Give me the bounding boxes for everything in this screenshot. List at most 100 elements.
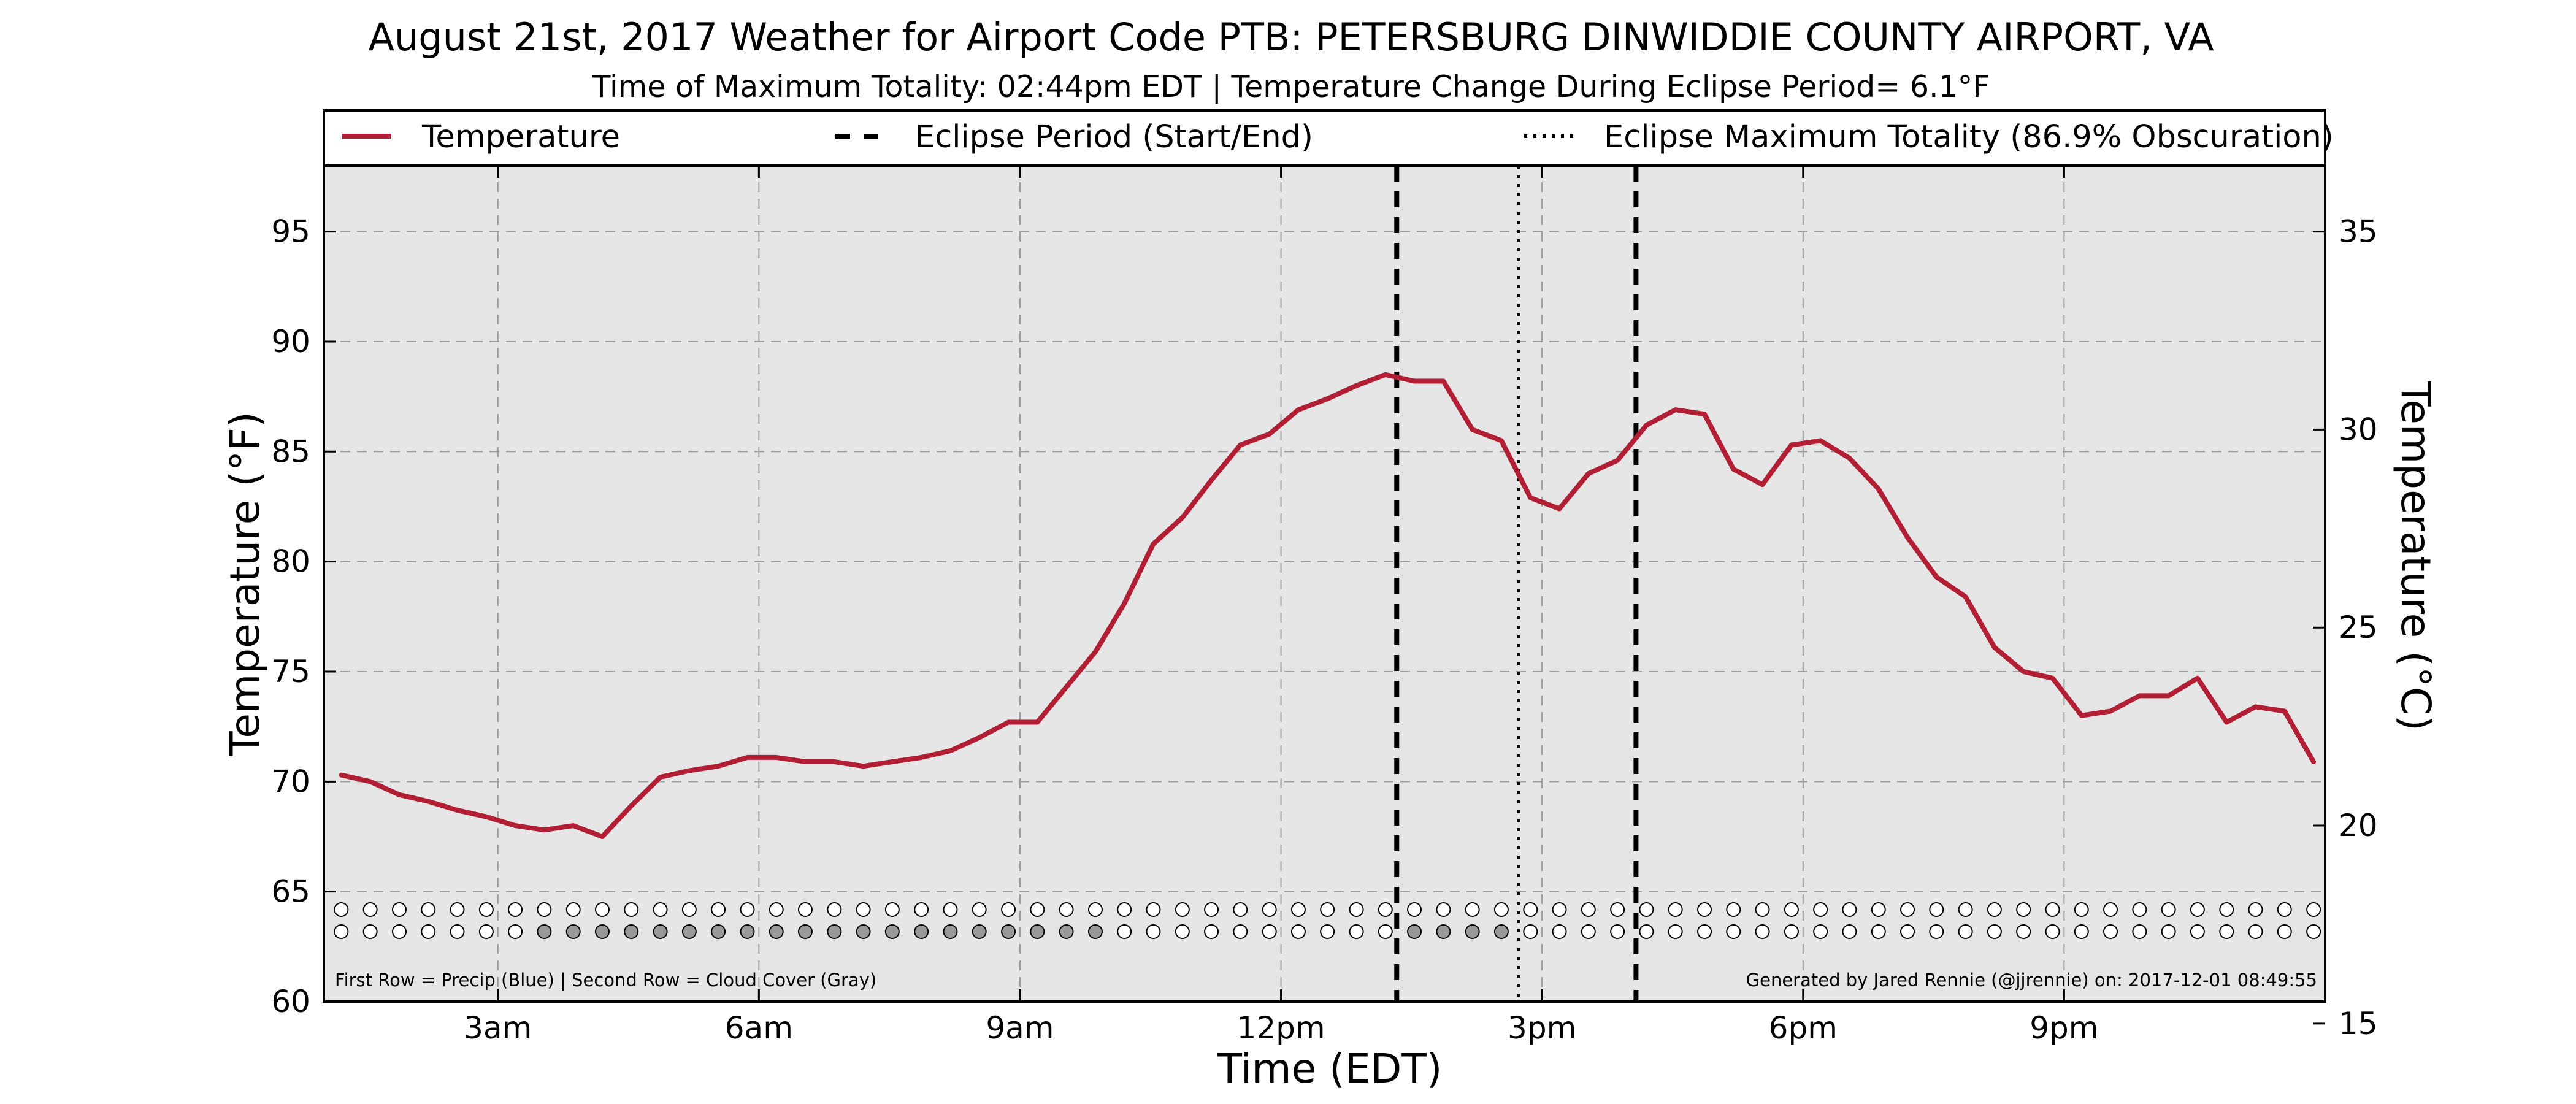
cloud-cover-dot	[653, 924, 668, 939]
precip-dot	[2219, 902, 2234, 917]
cloud-cover-dot	[1755, 924, 1770, 939]
chart-subtitle: Time of Maximum Totality: 02:44pm EDT | …	[592, 69, 1990, 104]
cloud-cover-dot	[1987, 924, 2002, 939]
cloud-cover-dot	[2277, 924, 2292, 939]
precip-dot	[943, 902, 958, 917]
precip-dot	[594, 902, 610, 917]
x-tick-label: 6pm	[1769, 1010, 1838, 1046]
footer-right-note: Generated by Jared Rennie (@jjrennie) on…	[1746, 970, 2317, 991]
cloud-cover-dot	[392, 924, 407, 939]
precip-dot	[681, 902, 697, 917]
precip-dot	[1204, 902, 1219, 917]
cloud-cover-dot	[1320, 924, 1335, 939]
y-tick-label-right: 20	[2339, 808, 2378, 843]
precip-dot	[1146, 902, 1161, 917]
precip-dot	[2306, 902, 2321, 917]
cloud-cover-dot	[1697, 924, 1712, 939]
cloud-cover-dot	[2074, 924, 2089, 939]
cloud-cover-dot	[334, 924, 349, 939]
precip-dot	[1813, 902, 1828, 917]
cloud-cover-dot	[1842, 924, 1857, 939]
plot-background	[324, 166, 2325, 1002]
precip-dot	[884, 902, 900, 917]
cloud-cover-dot	[1059, 924, 1074, 939]
precip-dot	[1290, 902, 1306, 917]
x-tick-label: 9pm	[2030, 1010, 2098, 1046]
cloud-cover-dot	[797, 924, 813, 939]
cloud-cover-dot	[565, 924, 581, 939]
precip-dot	[1407, 902, 1422, 917]
precip-dot	[797, 902, 813, 917]
cloud-cover-dot	[2103, 924, 2118, 939]
y-tick-label-right: 30	[2339, 412, 2378, 447]
precip-dot	[2190, 902, 2205, 917]
cloud-cover-dot	[478, 924, 494, 939]
precip-dot	[1175, 902, 1190, 917]
cloud-cover-dot	[2219, 924, 2234, 939]
precip-dot	[2132, 902, 2147, 917]
precip-dot	[1523, 902, 1538, 917]
precip-dot	[1001, 902, 1016, 917]
precip-dot	[2161, 902, 2176, 917]
precip-dot	[2277, 902, 2292, 917]
cloud-cover-dot	[1552, 924, 1567, 939]
precip-cloud-dot-rows	[334, 902, 2321, 939]
cloud-cover-dot	[1929, 924, 1944, 939]
precip-dot	[1581, 902, 1596, 917]
precip-dot	[1117, 902, 1132, 917]
precip-dot	[1987, 902, 2002, 917]
cloud-cover-dot	[914, 924, 929, 939]
cloud-cover-dot	[2045, 924, 2060, 939]
cloud-cover-dot	[594, 924, 610, 939]
y-tick-label-right: 25	[2339, 610, 2378, 645]
precip-dot	[1349, 902, 1364, 917]
precip-dot	[2045, 902, 2060, 917]
cloud-cover-dot	[1349, 924, 1364, 939]
x-tick-label: 3am	[464, 1010, 532, 1046]
cloud-cover-dot	[1581, 924, 1596, 939]
y-tick-label-right: 35	[2339, 214, 2378, 250]
cloud-cover-dot	[1726, 924, 1741, 939]
precip-dot	[537, 902, 552, 917]
precip-dot	[769, 902, 784, 917]
cloud-cover-dot	[1001, 924, 1016, 939]
cloud-cover-dot	[740, 924, 755, 939]
y-tick-label-left: 60	[271, 984, 310, 1019]
precip-dot	[1871, 902, 1886, 917]
cloud-cover-dot	[508, 924, 523, 939]
cloud-cover-dot	[362, 924, 378, 939]
cloud-cover-dot	[624, 924, 639, 939]
cloud-cover-dot	[2016, 924, 2031, 939]
cloud-cover-dot	[1378, 924, 1393, 939]
cloud-cover-dot	[1262, 924, 1277, 939]
cloud-cover-dot	[2161, 924, 2176, 939]
cloud-cover-dot	[2306, 924, 2321, 939]
cloud-cover-dot	[1523, 924, 1538, 939]
y-axis-label-right: Temperature (°C)	[2392, 381, 2439, 731]
precip-dot	[1465, 902, 1480, 917]
cloud-cover-dot	[2132, 924, 2147, 939]
cloud-cover-dot	[1407, 924, 1422, 939]
precip-dot	[972, 902, 987, 917]
precip-dot	[2016, 902, 2031, 917]
precip-dot	[1610, 902, 1625, 917]
precip-dot	[1378, 902, 1393, 917]
x-tick-label: 3pm	[1508, 1010, 1576, 1046]
y-tick-label-left: 75	[271, 654, 310, 689]
precip-dot	[2103, 902, 2118, 917]
grid	[324, 166, 2325, 1002]
precip-dot	[392, 902, 407, 917]
precip-dot	[1552, 902, 1567, 917]
y-tick-label-right: 15	[2339, 1006, 2378, 1041]
plot-frame	[323, 164, 2326, 1003]
precip-dot	[1900, 902, 1915, 917]
y-tick-label-left: 80	[271, 544, 310, 580]
precip-dot	[1493, 902, 1509, 917]
cloud-cover-dot	[1204, 924, 1219, 939]
precip-dot	[1059, 902, 1074, 917]
precip-dot	[740, 902, 755, 917]
cloud-cover-dot	[856, 924, 871, 939]
precip-dot	[2074, 902, 2089, 917]
footer-left-note: First Row = Precip (Blue) | Second Row =…	[335, 970, 876, 991]
cloud-cover-dot	[1436, 924, 1451, 939]
